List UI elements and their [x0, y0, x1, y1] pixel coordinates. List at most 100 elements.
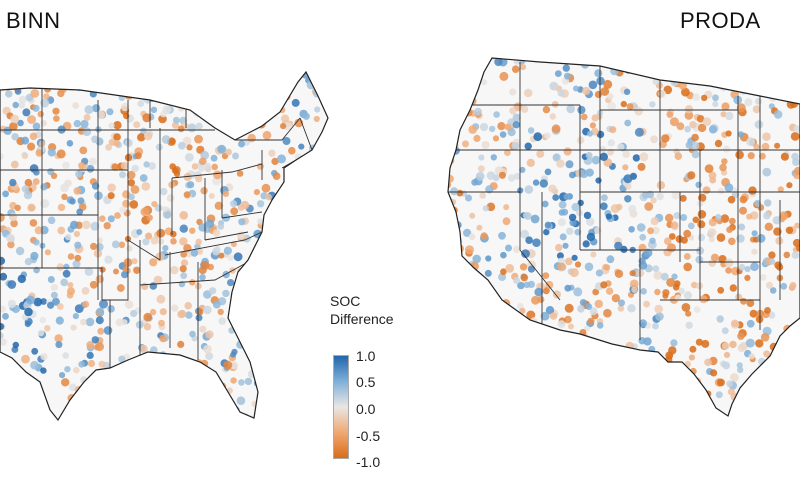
site-point: [247, 339, 254, 346]
site-point: [266, 317, 274, 324]
site-point: [309, 312, 318, 321]
site-point: [794, 391, 800, 399]
site-point: [532, 179, 540, 186]
site-point: [489, 356, 496, 363]
site-point: [103, 374, 111, 382]
site-point: [746, 319, 755, 328]
site-point: [616, 388, 624, 395]
site-point: [536, 149, 545, 158]
site-point: [684, 125, 691, 133]
site-point: [641, 192, 649, 199]
site-point: [782, 59, 792, 69]
site-point: [777, 186, 784, 193]
site-point: [177, 340, 185, 348]
site-point: [276, 261, 284, 269]
site-point: [554, 70, 562, 77]
site-point: [552, 194, 560, 201]
site-point: [250, 278, 260, 288]
site-point: [28, 204, 35, 211]
site-point: [726, 67, 734, 75]
site-point: [594, 299, 603, 309]
site-point: [760, 63, 767, 71]
site-point: [73, 119, 82, 128]
site-point: [513, 277, 521, 284]
site-point: [70, 324, 77, 331]
site-point: [676, 373, 685, 381]
site-point: [724, 258, 734, 268]
site-point: [115, 318, 124, 327]
site-point: [768, 413, 778, 416]
site-point: [310, 232, 318, 240]
site-point: [666, 111, 674, 118]
site-point: [184, 153, 194, 162]
site-point: [56, 149, 66, 159]
site-point: [527, 379, 537, 388]
site-point: [767, 311, 776, 319]
site-point: [60, 183, 69, 193]
site-point: [280, 239, 289, 248]
site-point: [751, 388, 758, 396]
site-point: [282, 278, 291, 287]
site-point: [549, 312, 558, 320]
site-point: [718, 187, 725, 194]
site-point: [494, 58, 503, 67]
site-point: [227, 254, 234, 261]
site-point: [562, 64, 570, 72]
site-point: [293, 282, 300, 289]
site-point: [295, 227, 303, 234]
colorbar-tick: 0.0: [356, 401, 376, 417]
site-point: [564, 390, 572, 398]
site-point: [549, 81, 559, 91]
site-point: [520, 105, 529, 113]
site-point: [564, 303, 574, 313]
site-point: [519, 263, 528, 271]
site-point: [272, 352, 281, 361]
site-point: [140, 127, 147, 135]
site-point: [781, 411, 791, 416]
binn-state-borders: [0, 88, 313, 368]
site-point: [763, 402, 772, 411]
site-point: [460, 361, 467, 368]
site-point: [695, 338, 704, 346]
site-point: [714, 71, 723, 80]
site-point: [481, 362, 488, 370]
site-point: [282, 278, 291, 286]
site-point: [686, 58, 695, 61]
site-point: [456, 76, 465, 85]
site-point: [684, 111, 694, 120]
site-point: [2, 312, 9, 320]
site-point: [691, 281, 698, 289]
site-point: [143, 131, 153, 141]
site-point: [263, 347, 273, 356]
site-point: [767, 70, 776, 79]
site-point: [151, 201, 158, 208]
site-point: [502, 351, 510, 358]
site-point: [708, 218, 717, 227]
site-point: [133, 121, 141, 129]
site-point: [785, 226, 794, 234]
site-point: [105, 378, 115, 388]
site-point: [500, 268, 507, 276]
site-point: [448, 110, 452, 119]
site-point: [775, 81, 784, 90]
site-point: [124, 90, 134, 100]
site-point: [156, 228, 166, 238]
site-point: [526, 310, 536, 320]
site-point: [591, 155, 601, 165]
site-point: [69, 198, 76, 205]
site-point: [142, 238, 150, 246]
site-point: [315, 330, 323, 338]
site-point: [557, 218, 566, 227]
site-point: [448, 225, 456, 234]
site-point: [790, 347, 799, 356]
site-point: [685, 310, 692, 317]
site-point: [503, 363, 511, 371]
site-point: [713, 412, 722, 416]
site-point: [239, 320, 247, 329]
site-point: [791, 376, 800, 385]
site-point: [71, 412, 79, 419]
site-point: [12, 341, 19, 349]
site-point: [92, 104, 101, 113]
site-point: [306, 234, 314, 243]
